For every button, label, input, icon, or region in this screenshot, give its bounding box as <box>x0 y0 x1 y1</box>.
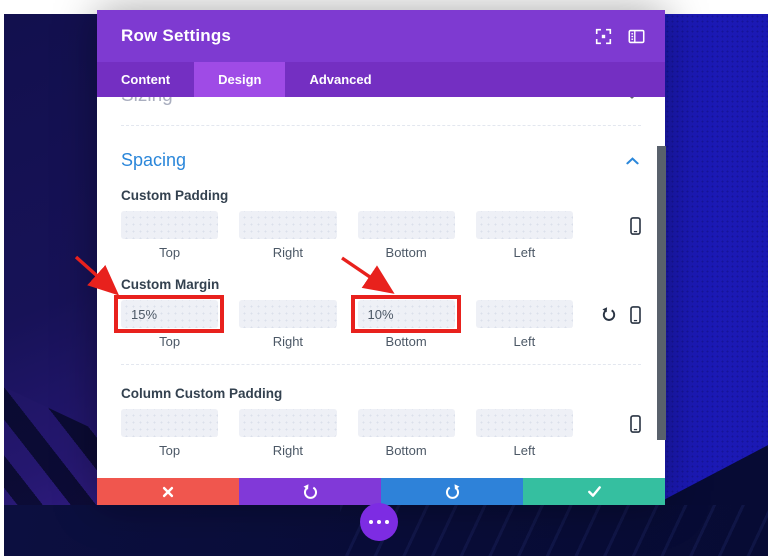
margin-bottom-field: Bottom <box>350 295 461 349</box>
x-icon <box>162 486 174 497</box>
save-button[interactable] <box>523 478 665 505</box>
margin-top-field: Top <box>114 295 225 349</box>
field-label: Right <box>272 334 304 349</box>
modal-header-icons <box>595 28 645 45</box>
scrollbar-thumb[interactable] <box>657 146 666 440</box>
ellipsis-icon <box>369 520 373 524</box>
padding-right-field: Right <box>239 211 337 260</box>
phone-icon[interactable] <box>630 415 641 433</box>
modal-header: Row Settings <box>97 10 665 62</box>
group-label: Custom Padding <box>121 188 229 203</box>
column-padding-top-input[interactable] <box>121 409 219 437</box>
custom-margin-group: Custom Margin Top Right <box>114 277 641 349</box>
padding-right-input[interactable] <box>239 211 337 239</box>
spacing-section-title: Spacing <box>121 150 187 170</box>
check-icon <box>587 486 601 497</box>
margin-right-field: Right <box>239 300 337 349</box>
field-label: Right <box>272 245 304 260</box>
field-label: Left <box>513 334 536 349</box>
field-label: Top <box>159 443 181 458</box>
tab-design[interactable]: Design <box>194 62 286 97</box>
field-label: Bottom <box>385 443 427 458</box>
phone-icon[interactable] <box>630 217 641 235</box>
field-label: Bottom <box>385 245 427 260</box>
section-toggle-spacing[interactable]: Spacing <box>121 150 641 171</box>
chevron-down-icon <box>626 97 638 99</box>
group-label: Custom Margin <box>121 277 220 292</box>
phone-icon[interactable] <box>630 306 641 324</box>
tab-content[interactable]: Content <box>121 72 171 87</box>
expand-modal-icon[interactable] <box>595 28 612 45</box>
margin-left-input[interactable] <box>475 300 573 328</box>
padding-bottom-input[interactable] <box>357 211 455 239</box>
custom-padding-fields: Top Right Bottom Left <box>121 211 573 260</box>
undo-icon <box>303 484 317 499</box>
redo-button[interactable] <box>381 478 523 505</box>
column-padding-left-input[interactable] <box>475 409 573 437</box>
more-options-button[interactable] <box>360 503 398 541</box>
column-padding-fields: Top Right Bottom Left <box>121 409 573 458</box>
column-padding-bottom-field: Bottom <box>357 409 455 458</box>
field-label: Top <box>159 334 181 349</box>
column-padding-left-field: Left <box>475 409 573 458</box>
divider <box>121 364 641 365</box>
column-padding-right-field: Right <box>239 409 337 458</box>
modal-footer <box>97 478 665 505</box>
settings-content: Sizing Spacing Custom Padding <box>97 97 665 478</box>
section-toggle-sizing[interactable]: Sizing <box>121 97 641 126</box>
column-padding-top-field: Top <box>121 409 219 458</box>
sizing-section-title: Sizing <box>121 97 173 107</box>
group-label: Column Custom Padding <box>121 386 283 401</box>
column-custom-padding-group: Column Custom Padding Top Right <box>121 386 641 458</box>
custom-padding-group: Custom Padding Top Right Bot <box>121 188 641 260</box>
padding-left-field: Left <box>475 211 573 260</box>
padding-bottom-field: Bottom <box>357 211 455 260</box>
margin-left-field: Left <box>475 300 573 349</box>
field-label: Bottom <box>385 334 427 349</box>
column-padding-right-input[interactable] <box>239 409 337 437</box>
undo-button[interactable] <box>239 478 381 505</box>
padding-top-field: Top <box>121 211 219 260</box>
snap-to-side-icon[interactable] <box>628 28 645 45</box>
reset-icon[interactable] <box>601 306 617 322</box>
modal-title: Row Settings <box>121 26 232 45</box>
margin-right-input[interactable] <box>239 300 337 328</box>
field-label: Right <box>272 443 304 458</box>
margin-bottom-input[interactable] <box>357 300 455 328</box>
tab-bar: Content Design Advanced <box>97 62 665 97</box>
tab-advanced[interactable]: Advanced <box>309 72 372 87</box>
redo-icon <box>445 484 459 499</box>
row-settings-modal: Row Settings <box>97 10 665 505</box>
padding-top-input[interactable] <box>121 211 219 239</box>
padding-left-input[interactable] <box>475 211 573 239</box>
discard-button[interactable] <box>97 478 239 505</box>
field-label: Left <box>513 245 536 260</box>
column-padding-bottom-input[interactable] <box>357 409 455 437</box>
chevron-up-icon <box>626 156 639 165</box>
margin-top-input[interactable] <box>121 300 219 328</box>
background-bottom-texture <box>340 505 768 556</box>
custom-margin-fields: Top Right Bottom <box>114 295 573 349</box>
field-label: Left <box>513 443 536 458</box>
field-label: Top <box>159 245 181 260</box>
